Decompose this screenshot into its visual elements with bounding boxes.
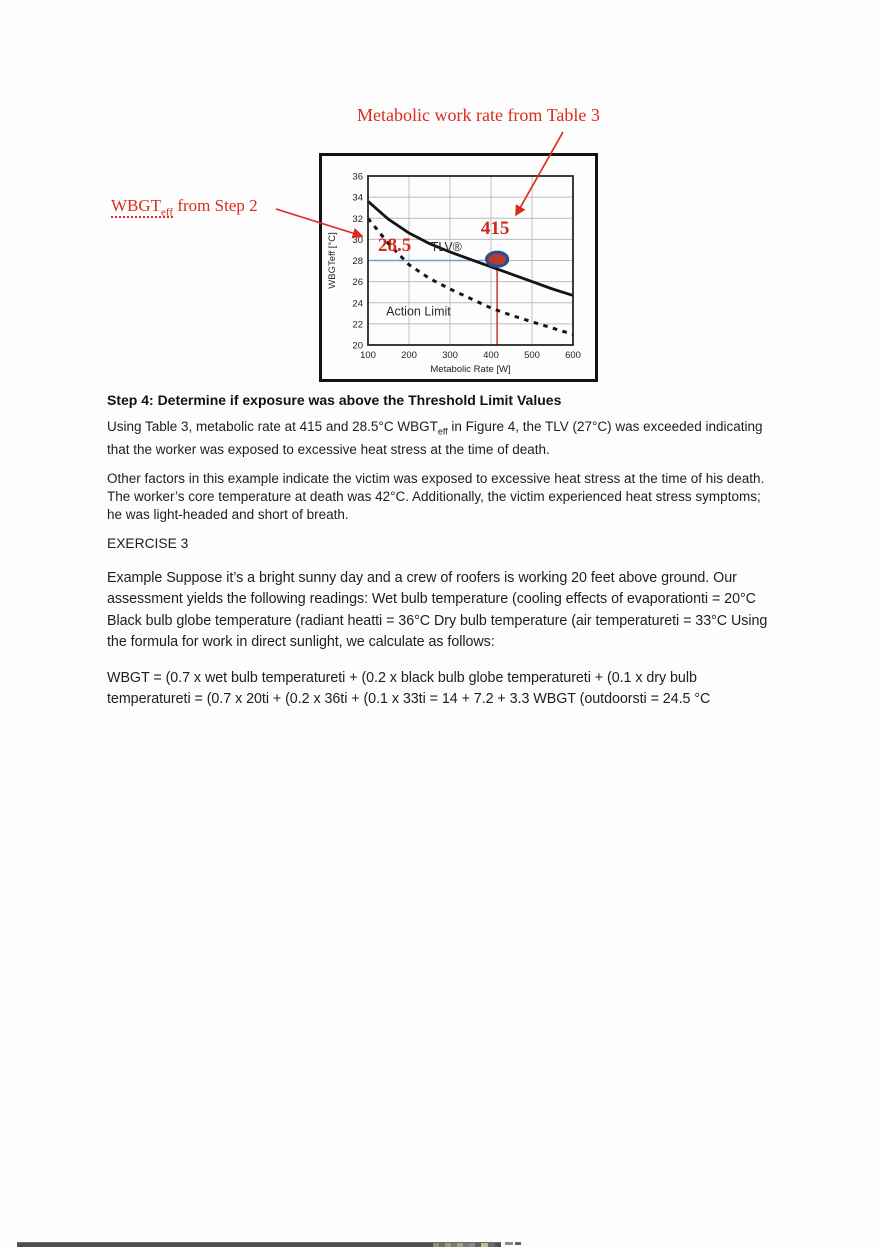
p1-eff-subscript: eff bbox=[437, 426, 448, 437]
annotation-left-rest: from Step 2 bbox=[173, 196, 258, 215]
footer-bar-segment bbox=[463, 1243, 469, 1247]
y-tick-label: 28 bbox=[352, 256, 363, 267]
wbgt-label-text: WBGT bbox=[111, 196, 162, 215]
annotation-metabolic-work-rate: Metabolic work rate from Table 3 bbox=[357, 105, 600, 126]
series-label: Action Limit bbox=[386, 304, 451, 318]
data-point-marker bbox=[485, 250, 510, 268]
paragraph-wbgt-formula: WBGT = (0.7 x wet bulb temperatureti + (… bbox=[107, 669, 711, 708]
chart-figure: TLV® Action Limit 100 200 300 400 500 600 20 22 24… bbox=[319, 153, 598, 382]
y-tick-label: 34 bbox=[352, 193, 363, 204]
footer-bar-segment bbox=[451, 1243, 457, 1247]
footer-bar-segment bbox=[433, 1243, 439, 1247]
footer-progress-bar bbox=[17, 1242, 501, 1247]
annotation-top-text: Metabolic work rate from Table 3 bbox=[357, 105, 600, 125]
footer-bar-segment bbox=[445, 1243, 451, 1247]
y-tick-label: 36 bbox=[352, 172, 363, 183]
figure-4-region: Metabolic work rate from Table 3 WBGTeff… bbox=[0, 0, 880, 400]
x-tick-label: 600 bbox=[565, 350, 581, 361]
series-tlv bbox=[367, 200, 574, 297]
y-tick-label: 26 bbox=[352, 277, 363, 288]
series-label: TLV® bbox=[431, 240, 463, 254]
footer-bar-segment bbox=[475, 1243, 481, 1247]
y-tick-label: 20 bbox=[352, 341, 363, 352]
footer-bar-segment bbox=[469, 1243, 475, 1247]
rate-value-label: 415 bbox=[481, 218, 510, 239]
y-tick-label: 30 bbox=[352, 235, 363, 246]
x-tick-label: 400 bbox=[483, 350, 499, 361]
footer-bar-segment bbox=[457, 1243, 463, 1247]
wbgt-value-label: 28.5 bbox=[378, 235, 411, 256]
footer-bar-segment bbox=[481, 1243, 488, 1247]
p1-text-before: Using Table 3, metabolic rate at 415 and… bbox=[107, 419, 438, 434]
footer-bar-dash bbox=[505, 1242, 513, 1245]
plot-border bbox=[367, 175, 574, 346]
footer-bar-segment bbox=[439, 1243, 445, 1247]
x-tick-label: 100 bbox=[360, 350, 376, 361]
y-tick-label: 22 bbox=[352, 319, 363, 330]
y-axis-title: WBGTeff [°C] bbox=[327, 232, 338, 288]
wbgt-eff-subscript: eff bbox=[161, 206, 174, 219]
x-tick-label: 300 bbox=[442, 350, 458, 361]
document-body: Step 4: Determine if exposure was above … bbox=[107, 392, 777, 725]
p1-text-after: in Figure 4, the TLV (27°C) was exceeded… bbox=[107, 419, 763, 457]
wbgt-eff-underlined: WBGTeff bbox=[111, 196, 174, 219]
footer-bar-segment bbox=[488, 1243, 495, 1247]
paragraph-other-factors: Other factors in this example indicate t… bbox=[107, 470, 765, 522]
x-axis-title: Metabolic Rate [W] bbox=[430, 364, 510, 375]
paragraph-tlv-exceeded: Using Table 3, metabolic rate at 415 and… bbox=[107, 418, 777, 459]
exercise-heading: EXERCISE 3 bbox=[107, 535, 189, 551]
annotation-wbgt-from-step2: WBGTeff from Step 2 bbox=[111, 196, 258, 218]
chart-svg: TLV® Action Limit 100 200 300 400 500 600 20 22 24… bbox=[327, 172, 581, 376]
x-tick-label: 200 bbox=[401, 350, 417, 361]
step4-heading: Step 4: Determine if exposure was above … bbox=[107, 392, 562, 408]
paragraph-example: Example Suppose it’s a bright sunny day … bbox=[107, 569, 768, 651]
y-tick-label: 32 bbox=[352, 214, 363, 225]
y-tick-label: 24 bbox=[352, 298, 363, 309]
series-action-limit bbox=[366, 217, 574, 336]
x-tick-label: 500 bbox=[524, 350, 540, 361]
footer-bar-dash bbox=[515, 1242, 521, 1245]
